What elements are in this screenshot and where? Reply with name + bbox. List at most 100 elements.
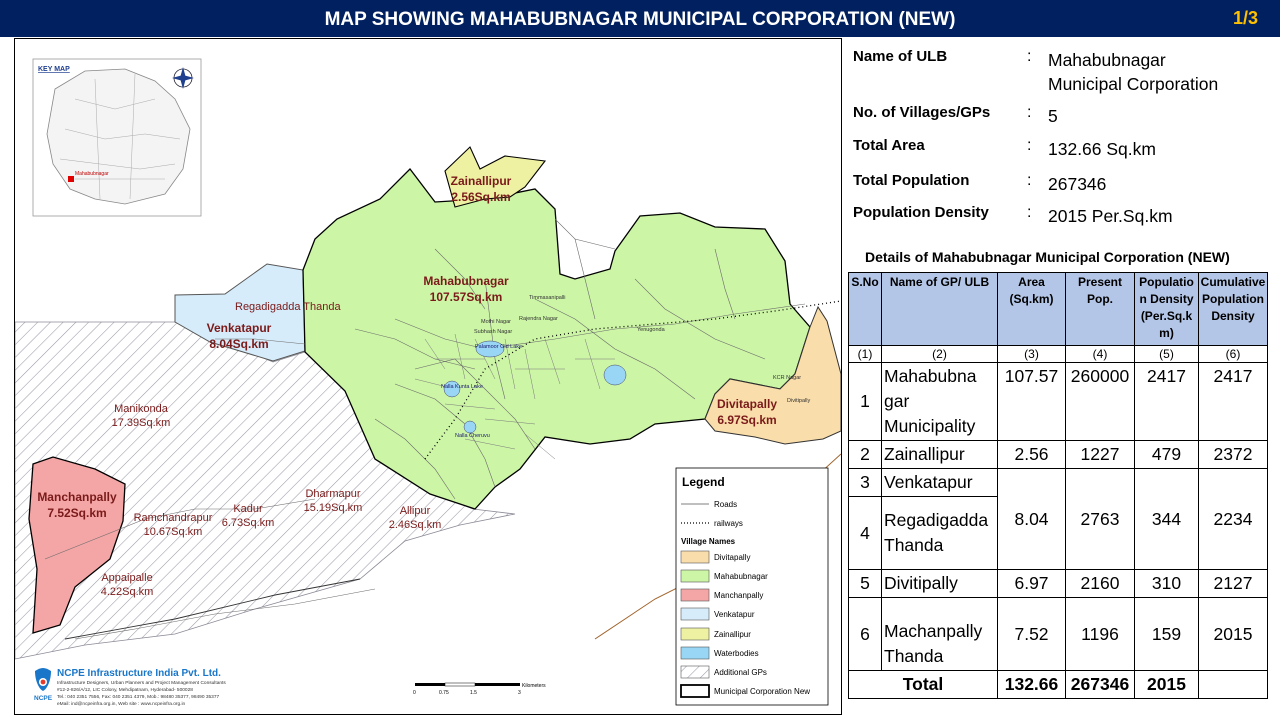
manchanpally-area-label: 7.52Sq.km (47, 506, 106, 520)
ncpe-logo-text: NCPE (34, 695, 53, 702)
col-num: (4) (1065, 345, 1135, 363)
legend-roads: Roads (714, 500, 737, 509)
mothi-nagar-label: Mothi Nagar (481, 319, 511, 325)
col-num: (1) (848, 345, 882, 363)
page-title: MAP SHOWING MAHABUBNAGAR MUNICIPAL CORPO… (324, 9, 956, 30)
cell-density: 159 (1134, 597, 1199, 671)
info-value: Mahabubnagar (1048, 50, 1166, 70)
manikonda-label: Manikonda (114, 403, 169, 415)
rajendra-nagar-label: Rajendra Nagar (519, 316, 558, 322)
info-label: No. of Villages/GPs (853, 104, 991, 121)
scale-tick-2: 1.5 (470, 690, 477, 696)
info-label: Total Area (853, 137, 925, 154)
total-area: 132.66 (997, 670, 1066, 699)
info-value-line2: Municipal Corporation (1048, 74, 1219, 94)
regadigadda-label: Regadigadda Thanda (235, 301, 341, 313)
info-value: 5 (1048, 106, 1058, 126)
legend-item-manchanpally: Manchanpally (714, 591, 763, 600)
info-label: Population Density (853, 204, 989, 221)
cell-pop: 2160 (1065, 569, 1135, 598)
cell-cumulative: 2234 (1198, 468, 1268, 570)
map-canvas: KEY MAP Mahabubnagar Zainallipur 2.56Sq.… (15, 58, 841, 707)
cell-name: Regadigadda Thanda (881, 496, 998, 570)
info-value: 132.66 Sq.km (1048, 139, 1156, 159)
cell-sno: 3 (848, 468, 882, 497)
header-pop: Present Pop. (1065, 272, 1135, 346)
total-pop: 267346 (1065, 670, 1135, 699)
cell-cumulative: 2015 (1198, 597, 1268, 671)
info-label: Name of ULB (853, 48, 948, 65)
company-email: eMail: ind@ncpeinfra.org.in, Web site : … (57, 701, 186, 707)
info-colon: : (1027, 48, 1032, 65)
info-value: 2015 Per.Sq.km (1048, 206, 1173, 226)
zainallipur-area (444, 146, 547, 208)
nalla-cheruvu-lake (463, 420, 477, 434)
cell-name: Venkatapur (881, 468, 998, 497)
zainallipur-label: Zainallipur (451, 174, 512, 188)
divitapally-label: Divitapally (717, 397, 777, 411)
cell-sno: 4 (848, 496, 882, 570)
table-row: 5 Divitipally 6.97 2160 310 2127 (848, 569, 1268, 598)
legend-item-divitapally: Divitapally (714, 553, 750, 562)
total-empty (1198, 670, 1268, 699)
cell-pop: 2763 (1065, 468, 1135, 570)
legend-item-venkatapur: Venkatapur (714, 610, 755, 619)
cell-area: 2.56 (997, 440, 1066, 469)
cell-sno: 5 (848, 569, 882, 598)
table-row: 4 Regadigadda Thanda (848, 496, 1268, 570)
col-num: (3) (997, 345, 1066, 363)
info-colon: : (1027, 137, 1032, 154)
table-row: 2 Zainallipur 2.56 1227 479 2372 (848, 440, 1268, 469)
cell-density: 344 (1134, 468, 1199, 570)
company-phone: Tel.: 040 2351 7556, Fax: 040 2351 4379,… (57, 694, 219, 700)
ncpe-logo (35, 668, 51, 691)
key-map-title: KEY MAP (38, 66, 70, 73)
kcr-nagar-label: KCR Nagar (773, 375, 801, 381)
table-header-row: S.No Name of GP/ ULB Area (Sq.km) Presen… (848, 272, 1268, 346)
east-lake (603, 364, 627, 386)
nalla-kunta-lake (443, 380, 461, 398)
dharmapur-label: Dharmapur (305, 488, 360, 500)
cell-cumulative: 2417 (1198, 362, 1268, 441)
legend-title: Legend (682, 475, 725, 489)
cell-pop: 1196 (1065, 597, 1135, 671)
legend-item-zainallipur: Zainallipur (714, 630, 751, 639)
mahabubnagar-area-label: 107.57Sq.km (430, 290, 503, 304)
info-value: 267346 (1048, 174, 1107, 194)
table-row: 3 Venkatapur 8.04 2763 344 2234 (848, 468, 1268, 570)
scale-bar (415, 682, 520, 687)
mahabubnagar-label: Mahabubnagar (423, 274, 509, 288)
company-address: #12-2-826/A/12, LIC Colony, Mehdipatnam,… (57, 687, 193, 693)
manchanpally-label: Manchanpally (37, 490, 117, 504)
nalla-cheruvu-label: Nalla Cheruvu (455, 433, 490, 439)
legend-village-names: Village Names (681, 537, 736, 546)
scale-tick-0: 0 (413, 690, 416, 696)
railway-line (424, 300, 841, 460)
table-total-row: Total 132.66 267346 2015 (848, 670, 1268, 699)
col-num: (6) (1198, 345, 1268, 363)
yenugonda-label: Yenugonda (637, 327, 666, 333)
cell-sno: 1 (848, 362, 882, 441)
table-row: 1 Mahabubna gar Municipality 107.57 2600… (848, 362, 1268, 441)
table-row: 6 Machanpally Thanda 7.52 1196 159 2015 (848, 597, 1268, 671)
total-label: Total (848, 670, 998, 699)
zainallipur-area-label: 2.56Sq.km (451, 190, 510, 204)
cell-name: Zainallipur (881, 440, 998, 469)
divitapally-area-label: 6.97Sq.km (717, 413, 776, 427)
palamoor-lake (475, 340, 505, 358)
cell-density: 2417 (1134, 362, 1199, 441)
cell-cumulative: 2127 (1198, 569, 1268, 598)
manchanpally-area (28, 456, 126, 634)
cell-area: 7.52 (997, 597, 1066, 671)
road-network (44, 218, 806, 640)
kadur-label: Kadur (233, 503, 263, 515)
ramchandrapur-area-label: 10.67Sq.km (144, 526, 203, 538)
additional-gps-area (15, 321, 516, 660)
built-up-cluster (414, 333, 615, 460)
header-cumulative: Cumulative Population Density (1198, 272, 1268, 346)
subhash-nagar-label: Subhash Nagar (474, 329, 512, 335)
appaipalle-area-label: 4.22Sq.km (101, 586, 154, 598)
timmasanipalli-label: Timmasanipalli (529, 295, 565, 301)
cell-pop: 1227 (1065, 440, 1135, 469)
header-name: Name of GP/ ULB (881, 272, 998, 346)
